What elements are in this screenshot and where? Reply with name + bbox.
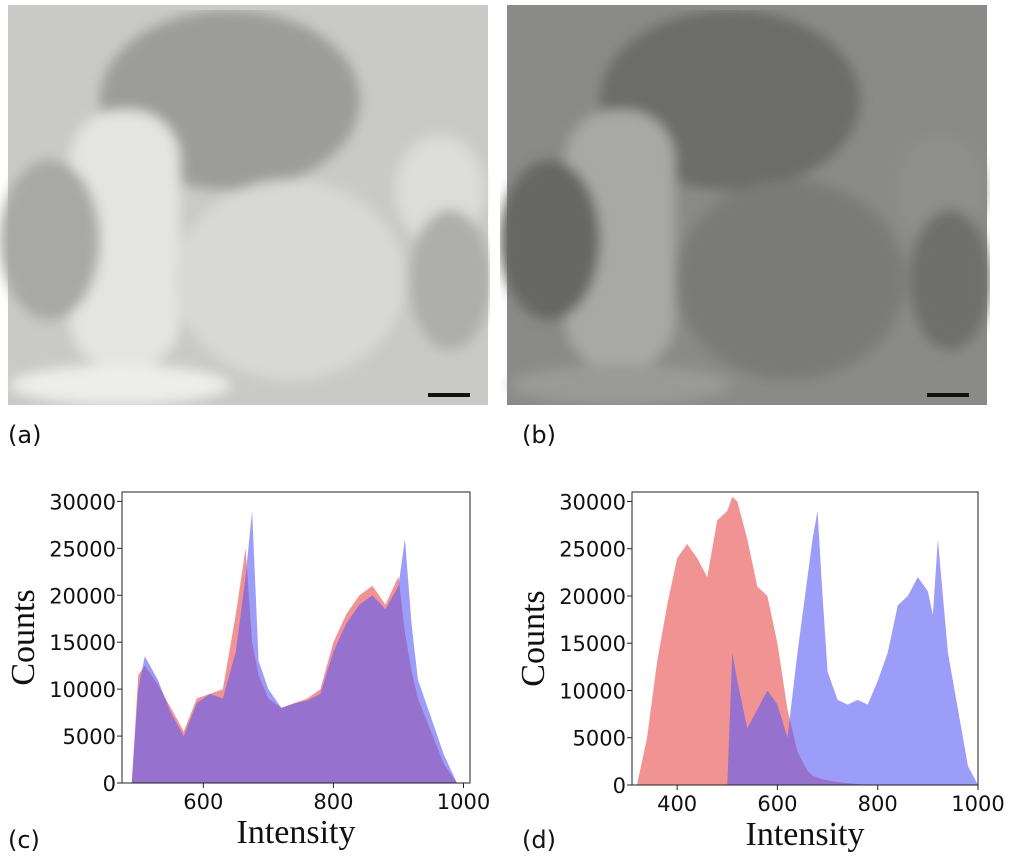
figure: (a) (b) (c) (d) 050001000015000200002500… — [0, 0, 1016, 861]
panel-label: (b) — [522, 421, 556, 449]
y-tick-label: 15000 — [49, 631, 116, 655]
y-tick-label: 25000 — [559, 538, 626, 562]
x-tick-label: 400 — [657, 792, 697, 816]
x-tick-label: 600 — [183, 790, 223, 814]
y-tick-label: 10000 — [49, 678, 116, 702]
y-tick-label: 30000 — [49, 490, 116, 514]
photo-b — [500, 5, 990, 405]
panel-label: (c) — [8, 826, 40, 854]
histogram-area — [132, 511, 457, 783]
y-tick-label: 5000 — [63, 725, 116, 749]
y-tick-label: 20000 — [49, 584, 116, 608]
x-axis-label: Intensity — [746, 816, 865, 853]
y-tick-label: 20000 — [559, 585, 626, 609]
x-tick-label: 1000 — [951, 792, 1004, 816]
y-tick-label: 30000 — [559, 490, 626, 514]
y-tick-label: 0 — [613, 774, 626, 798]
y-tick-label: 25000 — [49, 537, 116, 561]
panel-label: (d) — [522, 826, 556, 854]
y-tick-label: 0 — [103, 772, 116, 796]
photo-a — [0, 5, 490, 405]
panel-label: (a) — [8, 421, 41, 449]
y-tick-label: 15000 — [559, 632, 626, 656]
x-axis-label: Intensity — [237, 814, 356, 851]
x-tick-label: 1000 — [437, 790, 490, 814]
y-axis-label: Counts — [5, 589, 42, 685]
y-tick-label: 10000 — [559, 679, 626, 703]
x-tick-label: 600 — [757, 792, 797, 816]
y-tick-label: 5000 — [573, 727, 626, 751]
y-axis-label: Counts — [515, 590, 552, 686]
x-tick-label: 800 — [858, 792, 898, 816]
plot-area — [637, 497, 978, 785]
x-tick-label: 800 — [313, 790, 353, 814]
plot-area — [132, 511, 457, 783]
